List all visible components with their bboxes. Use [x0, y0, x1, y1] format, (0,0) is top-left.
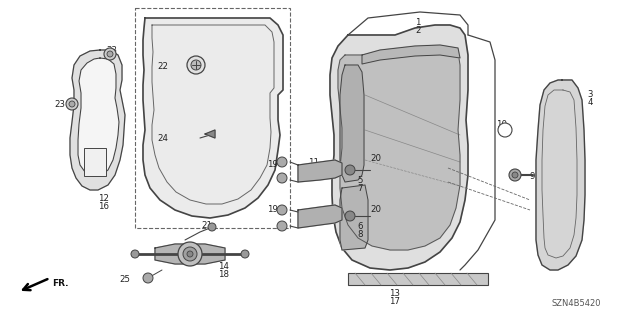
Text: 19: 19	[267, 160, 277, 169]
Text: 7: 7	[357, 184, 363, 193]
Circle shape	[187, 56, 205, 74]
Text: 12: 12	[99, 194, 109, 203]
Text: 10: 10	[497, 120, 508, 129]
Polygon shape	[340, 185, 368, 250]
Text: 15: 15	[308, 165, 319, 174]
Text: 8: 8	[357, 230, 363, 239]
Circle shape	[208, 223, 216, 231]
Polygon shape	[205, 130, 215, 138]
Circle shape	[131, 250, 139, 258]
Text: 3: 3	[588, 90, 593, 99]
Bar	[348, 273, 488, 285]
Text: 22: 22	[157, 62, 168, 71]
Circle shape	[143, 273, 153, 283]
Polygon shape	[340, 65, 364, 182]
Text: 23: 23	[106, 46, 118, 55]
Bar	[135, 8, 290, 228]
Circle shape	[509, 169, 521, 181]
Text: 20: 20	[370, 205, 381, 214]
Text: 23: 23	[54, 100, 65, 109]
Circle shape	[345, 211, 355, 221]
Circle shape	[277, 221, 287, 231]
Text: 21: 21	[202, 221, 212, 230]
Polygon shape	[338, 48, 460, 250]
Circle shape	[183, 247, 197, 261]
Text: 17: 17	[390, 297, 401, 306]
Text: 6: 6	[357, 222, 363, 231]
Bar	[84, 148, 106, 176]
Circle shape	[178, 242, 202, 266]
Text: 16: 16	[99, 202, 109, 211]
Polygon shape	[155, 244, 225, 264]
Circle shape	[277, 173, 287, 183]
Text: 20: 20	[370, 154, 381, 163]
Circle shape	[498, 123, 512, 137]
Text: 24: 24	[157, 134, 168, 143]
Polygon shape	[143, 18, 283, 218]
Circle shape	[191, 60, 201, 70]
Text: 4: 4	[588, 98, 593, 107]
Text: 14: 14	[218, 262, 230, 271]
Polygon shape	[78, 58, 119, 176]
Circle shape	[345, 165, 355, 175]
Text: 1: 1	[415, 18, 420, 27]
Circle shape	[104, 48, 116, 60]
Circle shape	[66, 98, 78, 110]
Text: 19: 19	[267, 205, 277, 214]
Polygon shape	[298, 205, 342, 228]
Polygon shape	[70, 50, 125, 190]
Text: 9: 9	[530, 172, 536, 181]
Circle shape	[107, 51, 113, 57]
Polygon shape	[536, 80, 585, 270]
Polygon shape	[298, 160, 342, 182]
Text: SZN4B5420: SZN4B5420	[551, 299, 601, 308]
Circle shape	[69, 101, 75, 107]
Polygon shape	[362, 45, 460, 64]
Circle shape	[241, 250, 249, 258]
Circle shape	[277, 157, 287, 167]
Text: 2: 2	[415, 26, 420, 35]
Circle shape	[512, 172, 518, 178]
Text: 25: 25	[119, 275, 130, 284]
Circle shape	[277, 205, 287, 215]
Circle shape	[187, 251, 193, 257]
Text: 5: 5	[357, 176, 363, 185]
Text: FR.: FR.	[52, 278, 68, 287]
Text: 18: 18	[218, 270, 230, 279]
Polygon shape	[330, 25, 468, 270]
Text: 11: 11	[308, 158, 319, 167]
Text: 13: 13	[390, 289, 401, 298]
